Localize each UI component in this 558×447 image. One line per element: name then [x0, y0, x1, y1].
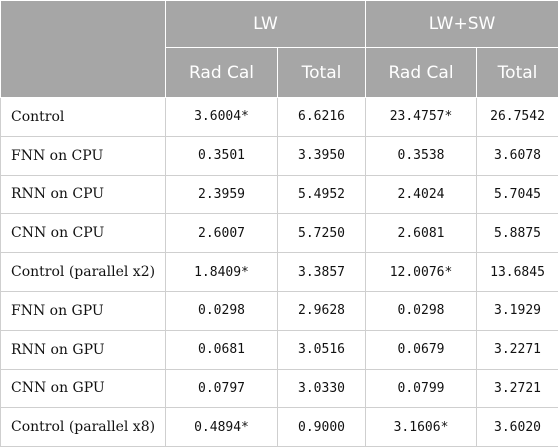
header-corner-cell [1, 1, 166, 98]
table-row: CNN on GPU 0.0797 3.0330 0.0799 3.2721 [1, 369, 558, 408]
cell-lw-rad-cal: 0.4894* [166, 408, 278, 447]
cell-lwsw-total: 3.1929 [477, 291, 558, 330]
cell-lw-total: 0.9000 [278, 408, 366, 447]
cell-lwsw-total: 26.7542 [477, 98, 558, 137]
cell-lwsw-total: 3.2721 [477, 369, 558, 408]
row-label: FNN on GPU [1, 291, 166, 330]
cell-lwsw-total: 13.6845 [477, 253, 558, 292]
cell-lwsw-rad-cal: 0.0298 [366, 291, 477, 330]
cell-lw-total: 2.9628 [278, 291, 366, 330]
cell-lw-rad-cal: 3.6004* [166, 98, 278, 137]
table-row: Control 3.6004* 6.6216 23.4757* 26.7542 [1, 98, 558, 137]
table-body: Control 3.6004* 6.6216 23.4757* 26.7542 … [1, 98, 558, 447]
table-row: RNN on GPU 0.0681 3.0516 0.0679 3.2271 [1, 330, 558, 369]
cell-lw-rad-cal: 0.0681 [166, 330, 278, 369]
header-group-lw: LW [166, 1, 366, 48]
cell-lw-total: 3.0330 [278, 369, 366, 408]
cell-lwsw-total: 5.7045 [477, 175, 558, 214]
cell-lwsw-rad-cal: 0.0679 [366, 330, 477, 369]
cell-lw-rad-cal: 0.3501 [166, 136, 278, 175]
cell-lwsw-total: 3.2271 [477, 330, 558, 369]
cell-lwsw-rad-cal: 0.0799 [366, 369, 477, 408]
row-label: CNN on GPU [1, 369, 166, 408]
cell-lw-total: 3.0516 [278, 330, 366, 369]
cell-lw-total: 6.6216 [278, 98, 366, 137]
table-row: CNN on CPU 2.6007 5.7250 2.6081 5.8875 [1, 214, 558, 253]
cell-lwsw-rad-cal: 2.6081 [366, 214, 477, 253]
cell-lwsw-rad-cal: 12.0076* [366, 253, 477, 292]
cell-lw-rad-cal: 1.8409* [166, 253, 278, 292]
cell-lwsw-total: 5.8875 [477, 214, 558, 253]
header-row-groups: LW LW+SW [1, 1, 558, 48]
header-group-lw-sw: LW+SW [366, 1, 558, 48]
table-row: Control (parallel x8) 0.4894* 0.9000 3.1… [1, 408, 558, 447]
row-label: Control (parallel x2) [1, 253, 166, 292]
row-label: Control (parallel x8) [1, 408, 166, 447]
row-label: Control [1, 98, 166, 137]
header-lwsw-rad-cal: Rad Cal [366, 48, 477, 98]
cell-lw-total: 5.7250 [278, 214, 366, 253]
cell-lw-rad-cal: 0.0797 [166, 369, 278, 408]
cell-lwsw-rad-cal: 3.1606* [366, 408, 477, 447]
cell-lw-total: 3.3950 [278, 136, 366, 175]
cell-lwsw-total: 3.6078 [477, 136, 558, 175]
table-row: Control (parallel x2) 1.8409* 3.3857 12.… [1, 253, 558, 292]
row-label: FNN on CPU [1, 136, 166, 175]
header-lw-rad-cal: Rad Cal [166, 48, 278, 98]
cell-lwsw-rad-cal: 0.3538 [366, 136, 477, 175]
table-row: FNN on CPU 0.3501 3.3950 0.3538 3.6078 [1, 136, 558, 175]
cell-lw-rad-cal: 0.0298 [166, 291, 278, 330]
cell-lwsw-total: 3.6020 [477, 408, 558, 447]
table-row: FNN on GPU 0.0298 2.9628 0.0298 3.1929 [1, 291, 558, 330]
header-lw-total: Total [278, 48, 366, 98]
row-label: CNN on CPU [1, 214, 166, 253]
cell-lwsw-rad-cal: 23.4757* [366, 98, 477, 137]
header-lwsw-total: Total [477, 48, 558, 98]
cell-lw-total: 5.4952 [278, 175, 366, 214]
table-row: RNN on CPU 2.3959 5.4952 2.4024 5.7045 [1, 175, 558, 214]
cell-lw-rad-cal: 2.3959 [166, 175, 278, 214]
row-label: RNN on CPU [1, 175, 166, 214]
table-header: LW LW+SW Rad Cal Total Rad Cal Total [1, 1, 558, 98]
row-label: RNN on GPU [1, 330, 166, 369]
cell-lw-rad-cal: 2.6007 [166, 214, 278, 253]
cell-lwsw-rad-cal: 2.4024 [366, 175, 477, 214]
cell-lw-total: 3.3857 [278, 253, 366, 292]
